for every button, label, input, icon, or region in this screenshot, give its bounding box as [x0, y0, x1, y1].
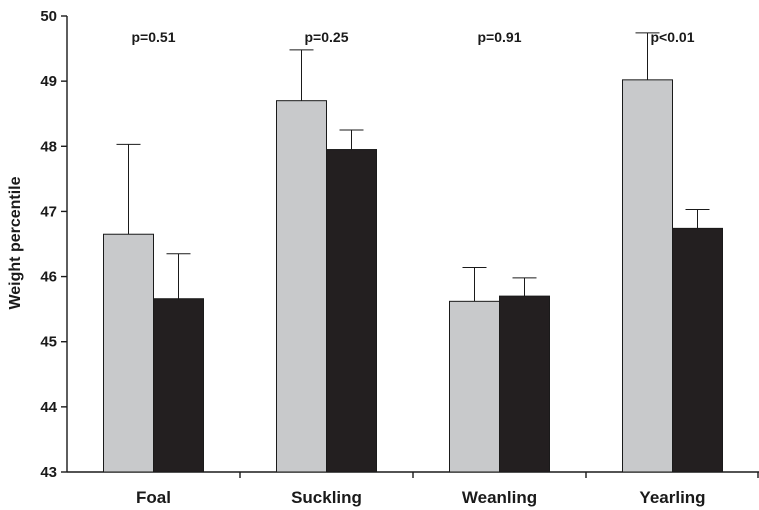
y-tick-label: 50	[40, 8, 57, 25]
x-category-label: Foal	[136, 488, 171, 507]
x-category-label: Weanling	[462, 488, 537, 507]
x-category-label: Yearling	[639, 488, 705, 507]
p-value-annotation: p=0.51	[132, 29, 176, 45]
y-tick-label: 47	[40, 203, 57, 220]
bar-suckling-series1	[276, 100, 327, 473]
p-value-annotation: p=0.91	[478, 29, 522, 45]
x-category-label: Suckling	[291, 488, 362, 507]
plot-area: 43 44 45 46 47 48 49 50 Foal p=0.51 Suckling p=0.25…	[40, 8, 759, 507]
bar-weanling-series1	[449, 300, 500, 473]
bar-suckling-series2	[326, 149, 377, 473]
bar-yearling-series1	[622, 79, 673, 473]
y-tick-label: 44	[40, 399, 57, 416]
bar-foal-series2	[153, 298, 204, 473]
y-tick-label: 46	[40, 269, 57, 286]
bar-weanling-series2	[499, 295, 550, 473]
bar-yearling-series2	[672, 227, 723, 473]
y-tick-label: 48	[40, 138, 57, 155]
p-value-annotation: p=0.25	[305, 29, 349, 45]
y-tick-label: 45	[40, 334, 57, 351]
p-value-annotation: p<0.01	[651, 29, 695, 45]
bar-foal-series1	[103, 233, 154, 473]
y-tick-label: 43	[40, 464, 57, 481]
y-tick-label: 49	[40, 73, 57, 90]
y-axis-title: Weight percentile	[7, 176, 24, 309]
